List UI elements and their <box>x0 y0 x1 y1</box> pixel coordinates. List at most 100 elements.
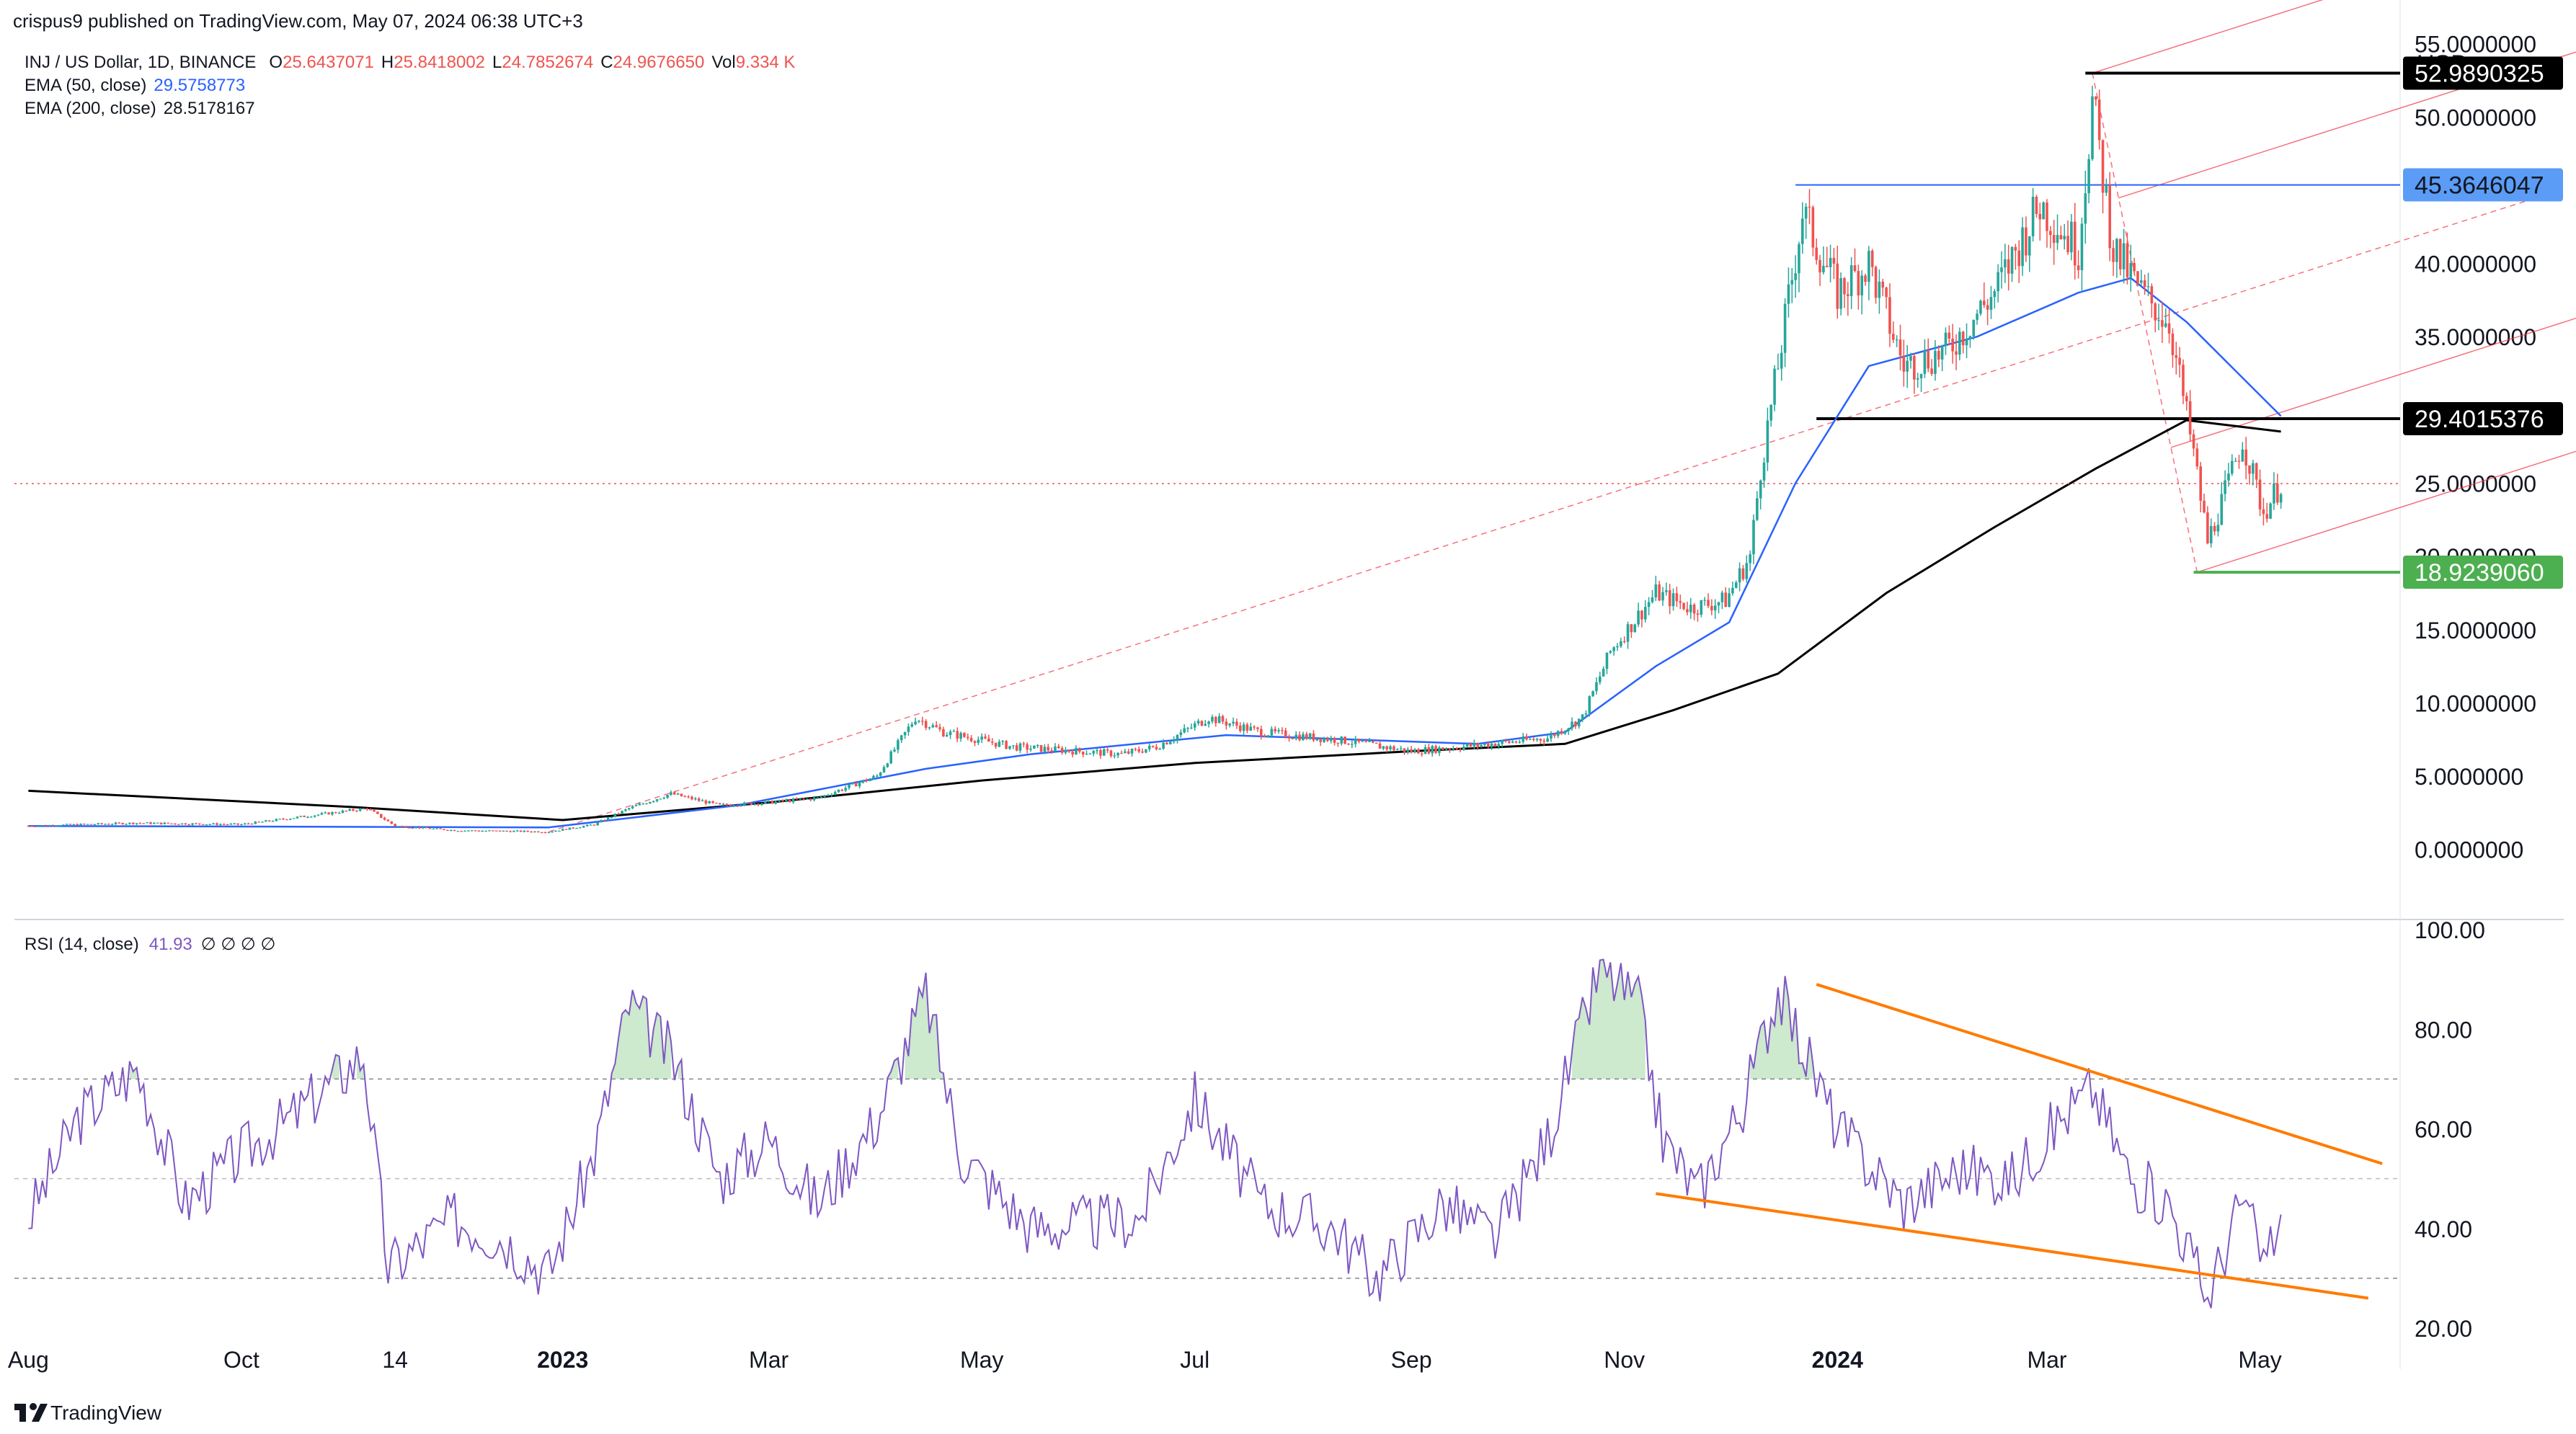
candle-body <box>1389 746 1392 749</box>
candle-body <box>1968 336 1972 339</box>
price-tag <box>2403 402 2563 436</box>
candle-body <box>146 822 148 824</box>
candle-body <box>1986 305 1989 310</box>
candle-body <box>1675 593 1679 602</box>
candle-body <box>2084 193 2087 224</box>
candle-body <box>1323 738 1325 742</box>
candle-body <box>1637 610 1640 625</box>
candle-body <box>100 823 103 824</box>
candle-body <box>742 802 746 806</box>
candle-body <box>1658 584 1661 601</box>
candle-body <box>414 827 418 829</box>
candle-body <box>1497 744 1501 747</box>
candle-body <box>1486 744 1490 747</box>
candle-body <box>697 798 701 801</box>
candle-body <box>1452 748 1455 750</box>
candle-body <box>1620 641 1622 646</box>
candle-body <box>1581 714 1584 719</box>
candle-body <box>1728 593 1731 607</box>
candle-body <box>1717 602 1720 606</box>
candle-body <box>886 763 889 767</box>
candle-body <box>631 806 634 809</box>
candle-body <box>97 823 100 824</box>
candle-body <box>2080 223 2084 270</box>
candle-body <box>390 821 394 824</box>
candle-body <box>2097 99 2101 141</box>
pitchfork-tine <box>2170 317 2576 448</box>
candle-body <box>1127 751 1130 754</box>
candle-body <box>320 813 324 815</box>
candle-body <box>750 803 753 805</box>
candle-body <box>341 810 345 814</box>
candle-body <box>1120 752 1123 754</box>
pitchfork-tine <box>2092 0 2324 74</box>
candle-body <box>757 803 760 805</box>
candle-body <box>1542 740 1546 742</box>
candle-body <box>449 829 453 832</box>
candle-body <box>1221 716 1225 722</box>
candle-body <box>680 793 683 797</box>
time-tick-label: Aug <box>8 1347 49 1373</box>
candle-body <box>1186 728 1189 729</box>
candle-body <box>1769 404 1773 421</box>
candle-body <box>1997 272 1999 292</box>
candle-body <box>1217 716 1221 723</box>
candle-body <box>1766 420 1769 463</box>
candle-body <box>774 801 778 804</box>
candle-body <box>1305 734 1308 739</box>
candle-body <box>2136 271 2139 283</box>
candle-body <box>1455 748 1458 749</box>
candle-body <box>2157 320 2160 321</box>
candle-body <box>2000 267 2003 272</box>
candle-body <box>2052 234 2056 244</box>
candle-body <box>1668 590 1671 607</box>
candle-body <box>439 828 442 829</box>
rsi-trendline <box>1656 1192 2369 1300</box>
candle-body <box>1473 743 1476 747</box>
candle-body <box>547 832 551 834</box>
candle-body <box>1605 652 1609 669</box>
candle-body <box>579 827 582 829</box>
candle-body <box>592 824 596 826</box>
candle-body <box>840 790 844 791</box>
candle-body <box>1092 751 1096 754</box>
candle-body <box>1172 739 1176 742</box>
candle-body <box>1315 739 1319 741</box>
candle-body <box>1567 728 1570 731</box>
candle-body <box>725 803 729 806</box>
candle-body <box>2025 227 2028 256</box>
candle-body <box>2095 96 2097 100</box>
candle-body <box>1434 746 1437 753</box>
candle-body <box>624 809 627 811</box>
svg-text:EMA (200, close)28.5178167: EMA (200, close) 28.5178167 <box>25 99 255 118</box>
candle-body <box>2220 494 2224 525</box>
candle-body <box>310 816 313 818</box>
candle-body <box>1622 641 1626 643</box>
candle-body <box>2265 514 2269 519</box>
price-tags: 52.9890325 45.3646047 29.4015376 18.9239060 <box>2403 56 2563 589</box>
candle-body <box>1780 352 1783 369</box>
candle-body <box>568 827 572 830</box>
candle-body <box>1102 749 1106 756</box>
candle-body <box>1679 601 1682 603</box>
rsi-overbought-fill <box>1750 976 1813 1079</box>
candle-body <box>1895 339 1898 341</box>
candle-body <box>1934 350 1937 374</box>
candle-body <box>1214 716 1217 723</box>
candle-body <box>1703 600 1706 601</box>
candle-body <box>93 824 97 826</box>
candle-body <box>1888 297 1891 334</box>
candle-body <box>1096 750 1098 752</box>
candle-body <box>963 733 966 737</box>
candle-body <box>753 803 757 805</box>
pitchfork-base <box>2092 73 2198 573</box>
candle-body <box>1720 592 1724 602</box>
candle-body <box>2206 512 2209 543</box>
candle-body <box>117 822 121 824</box>
candle-body <box>596 822 599 826</box>
candle-body <box>1302 734 1305 741</box>
candle-body <box>1395 749 1399 750</box>
rsi-extra: ∅ ∅ ∅ ∅ <box>201 935 276 954</box>
candle-body <box>1595 682 1598 692</box>
